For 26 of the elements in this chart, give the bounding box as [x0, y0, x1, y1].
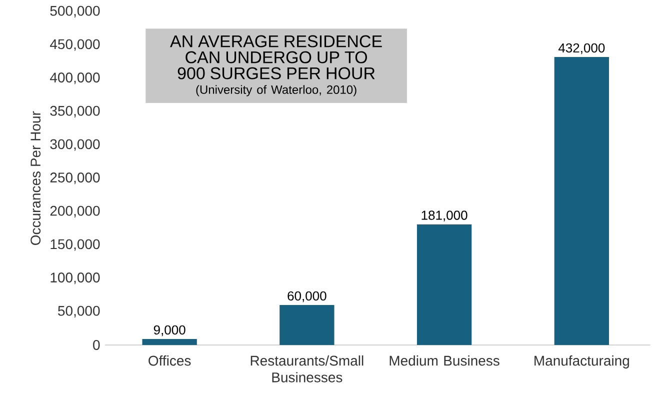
data-label: 9,000	[154, 325, 186, 336]
bar	[142, 339, 197, 345]
y-tick-label: 0	[93, 340, 100, 350]
x-tick-label: Restaurants/Small Businesses	[250, 355, 364, 382]
bar	[554, 57, 609, 345]
y-tick-label: 400,000	[50, 72, 100, 84]
annotation: AN AVERAGE RESIDENCE CAN UNDERGO UP TO 900 SURGES PER HOUR	[170, 35, 382, 80]
bar	[280, 305, 334, 345]
data-label: 60,000	[288, 291, 326, 302]
y-tick-label: 350,000	[50, 106, 100, 118]
annotation: (University of Waterloo, 2010)	[196, 85, 356, 96]
x-tick-label: Manufacturaing	[534, 355, 629, 368]
y-tick-label: 300,000	[50, 139, 100, 151]
y-tick-label: 200,000	[50, 206, 100, 218]
y-tick-label: 500,000	[50, 6, 100, 18]
bar	[416, 224, 472, 345]
data-label: 181,000	[422, 210, 468, 222]
y-tick-label: 100,000	[50, 272, 100, 284]
y-tick-label: 50,000	[58, 306, 100, 318]
x-tick-label: Medium Business	[390, 355, 500, 366]
y-tick-label: 450,000	[50, 39, 100, 51]
data-label: 432,000	[558, 43, 605, 54]
y-tick-label: 250,000	[50, 172, 100, 184]
x-tick-label: Offices	[148, 355, 191, 366]
y-tick-label: 150,000	[50, 239, 100, 251]
y-axis-title: Occurances Per Hour	[30, 111, 41, 245]
